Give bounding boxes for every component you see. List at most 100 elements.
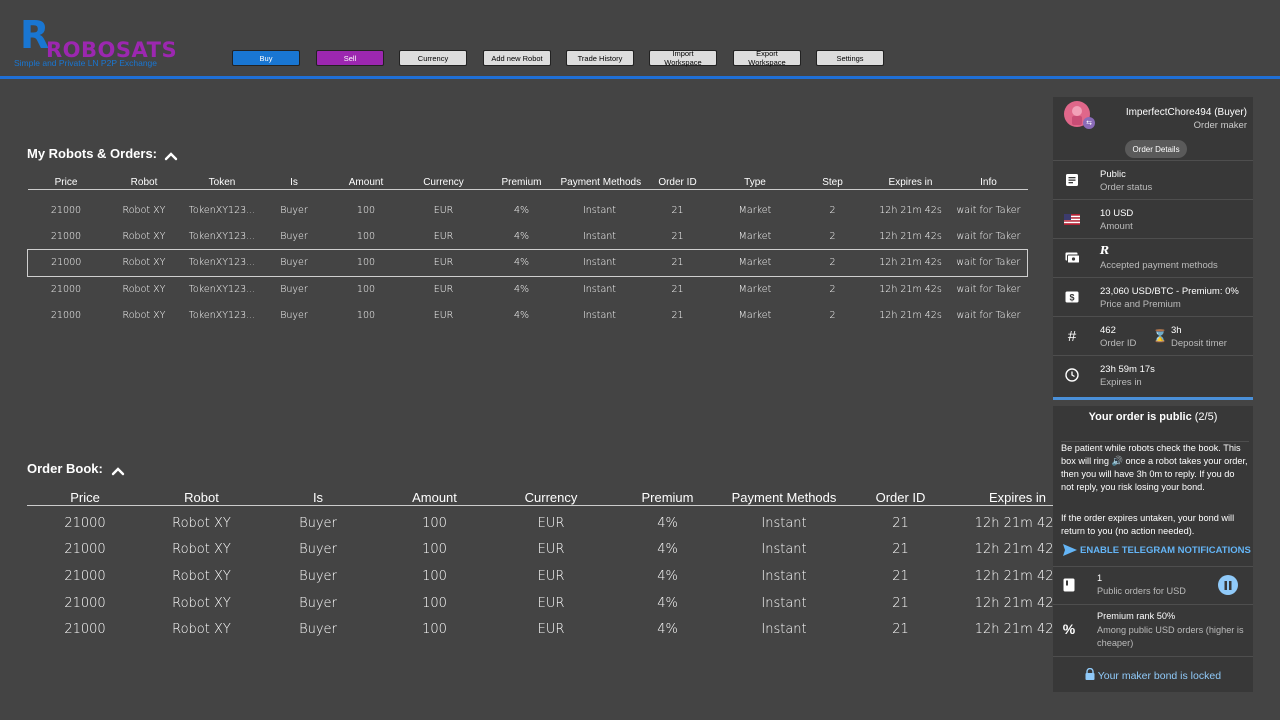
column-header[interactable]: Token — [183, 176, 261, 190]
table-cell: 21000 — [64, 515, 106, 531]
import-workspace-button[interactable]: Import Workspace — [649, 49, 717, 67]
price-label: Price and Premium — [1100, 299, 1181, 310]
order-status-label: Order status — [1100, 182, 1153, 193]
table-cell: 21 — [671, 205, 684, 217]
column-header[interactable]: Premium — [482, 176, 561, 190]
svg-text:$: $ — [1069, 293, 1074, 303]
table-cell: Robot XY — [122, 230, 166, 242]
table-cell: Robot XY — [172, 568, 231, 584]
table-cell: 100 — [422, 515, 447, 531]
column-header[interactable]: Payment Methods — [726, 490, 842, 506]
order-details-button[interactable]: Order Details — [1125, 140, 1187, 158]
my-robots-row[interactable]: 21000 Robot XY TokenXY123... Buyer 100 EUR 4% I… — [27, 249, 1028, 277]
export-workspace-button[interactable]: Export Workspace — [733, 49, 801, 67]
column-header[interactable]: Type — [716, 176, 794, 190]
my-robots-row[interactable]: 21000 Robot XY TokenXY123... Buyer 100 EUR 4% I… — [28, 190, 1028, 224]
column-header[interactable]: Price — [27, 176, 105, 190]
public-order-panel: Your order is public (2/5) Be patient wh… — [1053, 406, 1253, 692]
table-cell: 4% — [513, 284, 530, 296]
table-cell: 2 — [829, 284, 836, 296]
column-header[interactable]: Premium — [609, 490, 726, 506]
trade-history-button[interactable]: Trade History — [566, 50, 634, 66]
table-cell: 2 — [793, 249, 872, 277]
column-header[interactable]: Price — [27, 490, 143, 506]
table-cell: Buyer — [299, 595, 337, 611]
logo-tagline: Simple and Private LN P2P Exchange — [14, 58, 158, 68]
table-cell: 21 — [671, 309, 684, 321]
column-header[interactable]: Is — [260, 176, 328, 190]
logo-mark: R — [20, 13, 50, 57]
table-cell: 4% — [513, 309, 530, 321]
collapse-chevron-up-icon[interactable] — [162, 147, 180, 165]
table-cell: Buyer — [280, 284, 308, 296]
table-cell: 12h 21m 42s — [974, 542, 1061, 558]
column-header[interactable]: Order ID — [638, 176, 717, 190]
revolut-payment-icon: R — [1100, 244, 1110, 257]
order-book-row[interactable]: 21000 Robot XY Buyer 100 EUR 4% Instant 21 12h 2… — [27, 563, 1076, 590]
my-robots-row[interactable]: 21000 Robot XY TokenXY123... Buyer 100 EUR 4% I… — [28, 302, 1028, 328]
table-cell: EUR — [537, 515, 565, 531]
table-cell: Instant — [761, 542, 807, 558]
pause-order-button[interactable] — [1218, 575, 1238, 595]
table-cell: 21000 — [50, 309, 82, 321]
order-book-table: Price Robot Is Amount Currency Premium P… — [27, 490, 1076, 643]
order-id-value: 462 — [1100, 325, 1116, 336]
add-robot-button[interactable]: Add new Robot — [483, 50, 551, 66]
table-cell: Robot XY — [172, 542, 231, 558]
column-header[interactable]: Currency — [404, 176, 483, 190]
column-header[interactable]: Expires in — [871, 176, 950, 190]
order-id-row: # 462 Order ID ⌛ 3h Deposit timer — [1053, 316, 1253, 356]
order-book-row[interactable]: 21000 Robot XY Buyer 100 EUR 4% Instant 21 12h 2… — [27, 537, 1076, 564]
column-header[interactable]: Info — [949, 176, 1028, 190]
column-header[interactable]: Robot — [104, 176, 184, 190]
column-header[interactable]: Amount — [327, 176, 405, 190]
order-book-row[interactable]: 21000 Robot XY Buyer 100 EUR 4% Instant 21 12h 2… — [27, 616, 1076, 643]
column-header[interactable]: Amount — [376, 490, 493, 506]
payments-icon — [1064, 250, 1080, 266]
column-header[interactable]: Order ID — [842, 490, 959, 506]
column-header[interactable]: Payment Methods — [560, 176, 642, 190]
sell-button[interactable]: Sell — [316, 50, 384, 66]
table-cell: EUR — [433, 284, 454, 296]
table-cell: Instant — [761, 622, 807, 638]
table-cell: Instant — [560, 249, 639, 277]
table-cell: 21000 — [50, 284, 82, 296]
table-cell: 21000 — [64, 595, 106, 611]
table-cell: TokenXY123... — [188, 230, 256, 242]
column-header[interactable]: Expires in — [959, 490, 1076, 506]
currency-button[interactable]: Currency — [399, 50, 467, 66]
robosats-logo[interactable]: R ROBOSATS Simple and Private LN P2P Exc… — [14, 14, 184, 70]
maker-bond-text: Your maker bond is locked — [1097, 670, 1222, 682]
order-book-header-row: Price Robot Is Amount Currency Premium P… — [27, 490, 1076, 506]
enable-telegram-button[interactable]: ENABLE TELEGRAM NOTIFICATIONS — [1063, 544, 1251, 556]
maker-badge-icon: ⇆ — [1083, 117, 1095, 129]
table-cell: 12h 21m 42s — [974, 622, 1061, 638]
table-cell: EUR — [537, 595, 565, 611]
my-robots-row[interactable]: 21000 Robot XY TokenXY123... Buyer 100 EUR 4% I… — [28, 224, 1028, 250]
order-book-row[interactable]: 21000 Robot XY Buyer 100 EUR 4% Instant 21 12h 2… — [27, 590, 1076, 617]
clock-icon — [1064, 367, 1080, 383]
deposit-timer-label: Deposit timer — [1171, 338, 1227, 349]
expires-row: 23h 59m 17s Expires in — [1053, 355, 1253, 395]
public-orders-label: Public orders for USD — [1097, 586, 1186, 596]
public-orders-row: 1 Public orders for USD — [1053, 566, 1253, 605]
order-book-row[interactable]: 21000 Robot XY Buyer 100 EUR 4% Instant 21 12h 2… — [27, 506, 1076, 537]
column-header[interactable]: Currency — [493, 490, 609, 506]
table-cell: 12h 21m 42s — [974, 568, 1061, 584]
my-robots-row[interactable]: 21000 Robot XY TokenXY123... Buyer 100 EUR 4% I… — [28, 276, 1028, 302]
table-cell: TokenXY123... — [188, 205, 256, 217]
public-order-step: (2/5) — [1194, 411, 1218, 423]
order-book-title: Order Book: — [27, 461, 103, 476]
table-cell: 12h 21m 42s — [879, 205, 942, 217]
settings-button[interactable]: Settings — [816, 50, 884, 66]
buy-button[interactable]: Buy — [232, 50, 300, 66]
table-cell: 21 — [892, 622, 909, 638]
column-header[interactable]: Robot — [143, 490, 260, 506]
expires-value: 23h 59m 17s — [1100, 364, 1155, 375]
collapse-chevron-up-icon[interactable] — [109, 462, 127, 480]
public-order-title: Your order is public (2/5) — [1053, 411, 1253, 423]
column-header[interactable]: Step — [793, 176, 872, 190]
column-header[interactable]: Is — [260, 490, 376, 506]
table-cell: Robot XY — [172, 515, 231, 531]
document-icon — [1064, 172, 1080, 188]
